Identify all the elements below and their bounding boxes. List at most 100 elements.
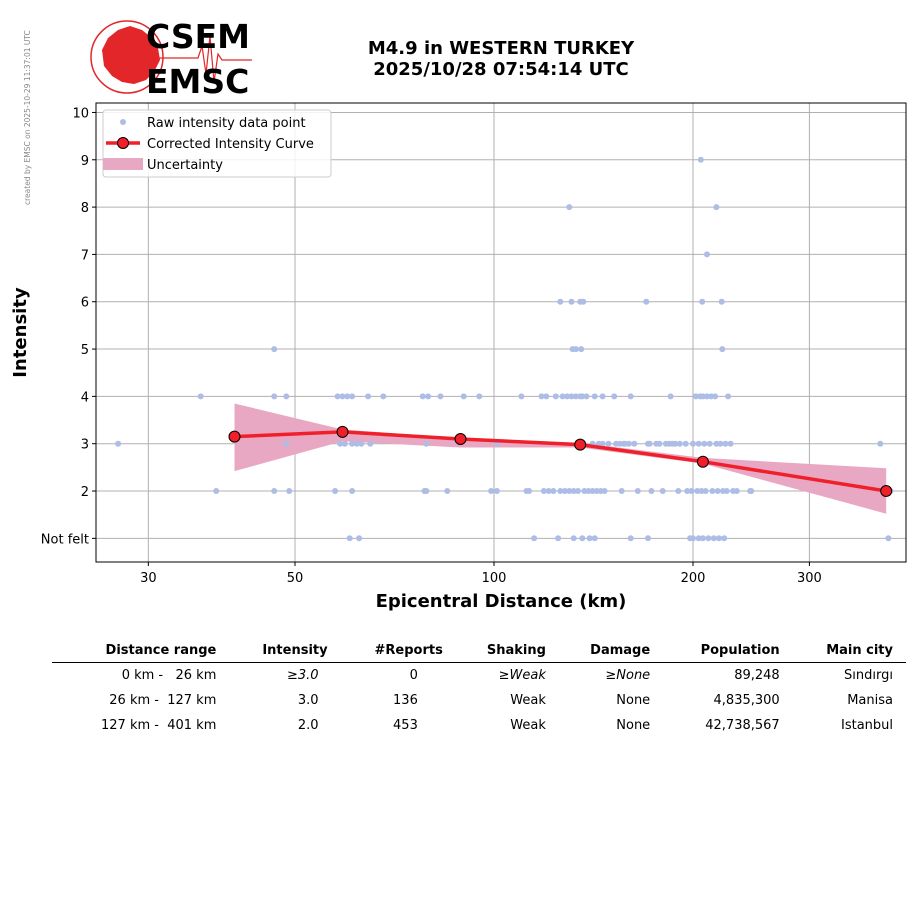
raw-point [591,535,598,542]
raw-point [437,393,444,400]
raw-point [572,393,579,400]
raw-point [717,440,724,447]
cell-damage: ≥None [605,668,651,683]
raw-point [531,535,538,542]
uncertainty-band-layer [234,403,887,514]
raw-point [688,488,695,494]
raw-point [698,488,705,494]
legend: Raw intensity data point Corrected Inten… [102,109,332,178]
table-row: 26 km - 127 km 3.0 136 Weak None 4,835,3… [52,688,906,713]
y-tick-label: 10 [72,106,89,121]
cell-city: Sındırgı [844,668,893,683]
raw-point [550,488,557,494]
raw-point [115,440,122,447]
raw-point [566,204,573,211]
raw-point [618,488,625,494]
raw-point [672,440,679,447]
raw-point [353,440,360,447]
corrected-curve-line [234,430,887,493]
raw-point [286,488,293,494]
raw-point [625,440,632,447]
raw-point [676,440,683,447]
x-tick-label: 200 [681,571,706,586]
raw-point [566,488,573,494]
cell-reports: 136 [393,693,418,708]
x-tick-label: 300 [797,571,822,586]
y-tick-label: 4 [81,390,89,405]
raw-point [572,346,579,353]
raw-point [631,440,638,447]
raw-point [645,535,651,542]
y-tick-label: 9 [81,154,89,169]
raw-point [695,535,702,542]
y-tick-label: 2 [81,485,89,500]
raw-point [699,535,706,542]
raw-point [646,440,653,447]
raw-point [557,488,564,494]
raw-point [271,393,278,400]
logo-emsc: EMSC [146,62,249,98]
raw-point [605,440,612,447]
y-axis-label: Intensity [10,287,31,378]
curve-point [228,430,241,443]
raw-point [627,535,634,542]
raw-point [710,535,717,542]
raw-point [283,393,290,400]
raw-point [725,393,732,400]
curve-point [880,485,893,497]
curve-point [336,425,349,438]
emsc-logo: CSEM EMSC [90,17,252,98]
cell-population: 89,248 [734,668,780,683]
raw-point [425,393,432,400]
raw-point [545,488,552,494]
raw-point [699,393,706,400]
raw-point [719,346,726,353]
raw-point [349,393,356,400]
raw-point [493,488,500,494]
x-tick-label: 30 [140,571,157,586]
raw-point [197,393,204,400]
cell-intensity: ≥3.0 [287,668,319,683]
raw-point [444,488,451,494]
raw-point [611,393,618,400]
cell-reports: 453 [393,718,418,733]
cell-intensity: 2.0 [297,718,319,733]
cell-population: 42,738,567 [705,718,780,733]
raw-point [271,488,278,494]
chart-title: M4.9 in WESTERN TURKEY 2025/10/28 07:54:… [300,38,702,80]
logo-csem: CSEM [146,17,250,56]
cell-distance: 26 km - 127 km [109,693,217,708]
cell-damage: None [616,693,651,708]
cell-population: 4,835,300 [713,693,780,708]
uncertainty-band [234,403,887,514]
header-distance: Distance range [52,640,230,663]
raw-point [718,298,725,305]
raw-point [656,440,663,447]
table-row: 0 km - 26 km ≥3.0 0 ≥Weak ≥None 89,248 S… [52,663,906,689]
raw-point [543,393,550,400]
raw-point [599,393,606,400]
raw-point [555,535,562,542]
cell-distance: 0 km - 26 km [121,668,217,683]
raw-point [727,440,734,447]
y-tick-label: 3 [81,438,89,453]
raw-point [712,393,719,400]
raw-point [704,251,710,258]
raw-point [570,488,577,494]
corrected-curve-layer [228,425,893,497]
raw-point [575,488,581,494]
summary-header-row: Distance range Intensity #Reports Shakin… [52,640,906,663]
plot-frame [95,102,907,563]
raw-point [599,440,606,447]
raw-point [578,346,585,353]
raw-point [659,488,666,494]
header-city: Main city [792,640,906,663]
raw-point [579,535,586,542]
raw-point [557,298,564,305]
cell-shaking: ≥Weak [498,668,546,683]
legend-box [102,109,332,178]
x-tick-label: 50 [287,571,304,586]
logo-map-icon [102,26,160,84]
logo-globe-icon [90,20,164,94]
grid [96,103,906,562]
